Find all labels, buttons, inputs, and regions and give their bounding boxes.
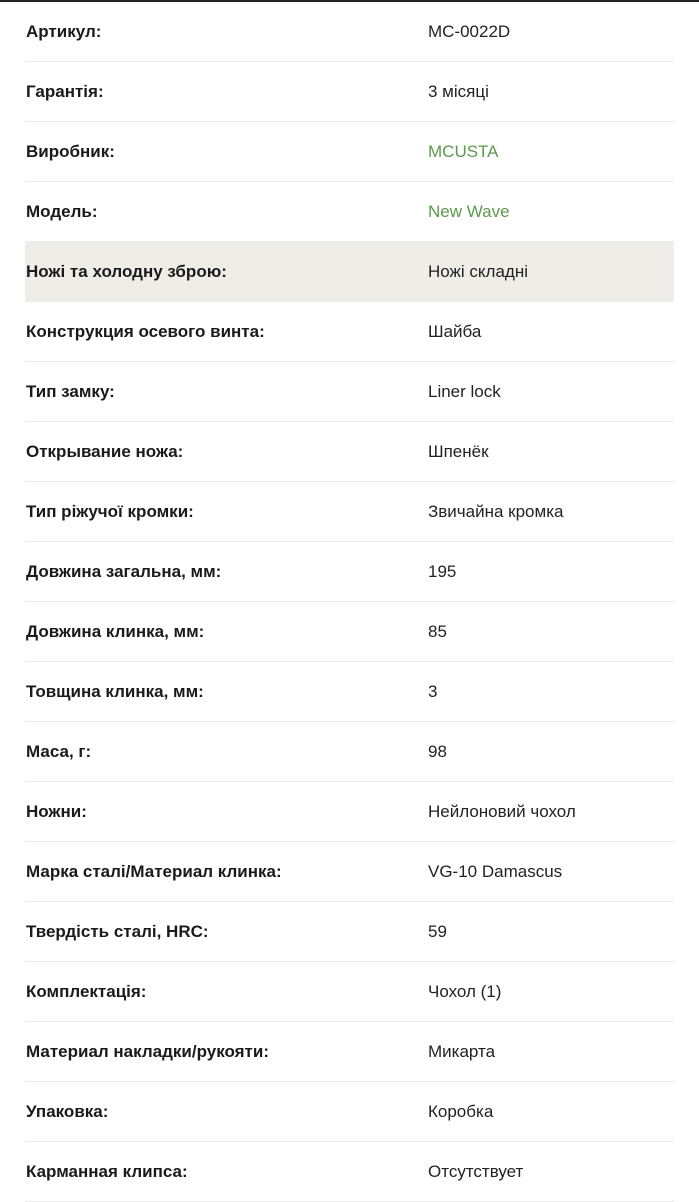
spec-value: Шайба — [428, 321, 482, 341]
spec-row: Ножі та холодну зброю: Ножі складні — [25, 242, 674, 302]
spec-label: Довжина клинка, мм: — [26, 621, 205, 641]
spec-label: Марка сталі/Материал клинка: — [26, 861, 282, 881]
spec-value: Микарта — [428, 1041, 496, 1061]
spec-row: Марка сталі/Материал клинка: VG-10 Damasc… — [25, 842, 674, 902]
spec-row: Гарантія: 3 місяці — [25, 62, 674, 122]
spec-label: Довжина загальна, мм: — [26, 561, 222, 581]
spec-label: Гарантія: — [26, 81, 104, 101]
spec-row: Тип замку: Liner lock — [25, 362, 674, 422]
spec-label: Твердість сталі, HRC: — [26, 921, 209, 941]
spec-row: Упаковка: Коробка — [25, 1082, 674, 1142]
spec-label: Материал накладки/рукояти: — [26, 1041, 269, 1061]
spec-value: MC-0022D — [428, 21, 511, 41]
spec-row: Открывание ножа: Шпенёк — [25, 422, 674, 482]
spec-value-link[interactable]: MCUSTA — [428, 141, 499, 161]
spec-value: 195 — [428, 561, 457, 581]
spec-value: Звичайна кромка — [428, 501, 564, 521]
spec-row: Твердість сталі, HRC: 59 — [25, 902, 674, 962]
spec-label: Тип ріжучої кромки: — [26, 501, 194, 521]
spec-label: Виробник: — [26, 141, 115, 161]
specs-table: Артикул: MC-0022D Гарантія: 3 місяці Виробни… — [25, 2, 674, 1202]
spec-value: 98 — [428, 741, 447, 761]
spec-row: Модель: New Wave — [25, 182, 674, 242]
spec-label: Ножі та холодну зброю: — [26, 261, 227, 281]
spec-label: Открывание ножа: — [26, 441, 184, 461]
spec-row: Довжина клинка, мм: 85 — [25, 602, 674, 662]
spec-label: Комплектація: — [26, 981, 147, 1001]
spec-value: 3 — [428, 681, 438, 701]
spec-value: Шпенёк — [428, 441, 489, 461]
spec-row: Комплектація: Чохол (1) — [25, 962, 674, 1022]
spec-value: 3 місяці — [428, 81, 489, 101]
spec-label: Модель: — [26, 201, 98, 221]
spec-row: Довжина загальна, мм: 195 — [25, 542, 674, 602]
spec-row: Артикул: MC-0022D — [25, 2, 674, 62]
spec-value: Чохол (1) — [428, 981, 502, 1001]
spec-value-link[interactable]: New Wave — [428, 201, 510, 221]
spec-value: Коробка — [428, 1101, 494, 1121]
spec-label: Упаковка: — [26, 1101, 109, 1121]
spec-value: 85 — [428, 621, 447, 641]
spec-row: Материал накладки/рукояти: Микарта — [25, 1022, 674, 1082]
spec-label: Карманная клипса: — [26, 1161, 188, 1181]
spec-row: Карманная клипса: Отсутствует — [25, 1142, 674, 1202]
spec-row: Тип ріжучої кромки: Звичайна кромка — [25, 482, 674, 542]
spec-label: Тип замку: — [26, 381, 115, 401]
spec-row: Товщина клинка, мм: 3 — [25, 662, 674, 722]
spec-value: 59 — [428, 921, 447, 941]
spec-value: Нейлоновий чохол — [428, 801, 576, 821]
spec-label: Артикул: — [26, 21, 102, 41]
spec-row: Ножни: Нейлоновий чохол — [25, 782, 674, 842]
top-border — [0, 0, 699, 2]
spec-label: Ножни: — [26, 801, 87, 821]
spec-value: Liner lock — [428, 381, 501, 401]
spec-label: Товщина клинка, мм: — [26, 681, 204, 701]
spec-value: Отсутствует — [428, 1161, 524, 1181]
spec-row: Маса, г: 98 — [25, 722, 674, 782]
spec-value: VG-10 Damascus — [428, 861, 563, 881]
spec-row: Виробник: MCUSTA — [25, 122, 674, 182]
spec-label: Маса, г: — [26, 741, 92, 761]
spec-value: Ножі складні — [428, 261, 528, 281]
spec-row: Конструкция осевого винта: Шайба — [25, 302, 674, 362]
spec-label: Конструкция осевого винта: — [26, 321, 265, 341]
